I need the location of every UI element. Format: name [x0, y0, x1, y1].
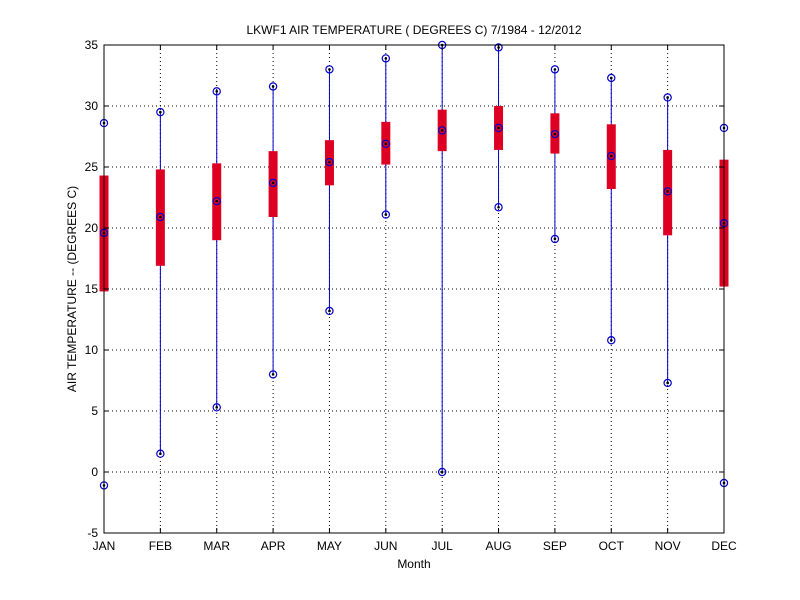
- min-marker-feb: [156, 449, 165, 458]
- max-marker-nov: [663, 93, 672, 102]
- median-marker-dot-nov: [666, 190, 669, 193]
- median-marker-dot-may: [328, 160, 331, 164]
- max-marker-dot-jun: [384, 57, 388, 60]
- x-tick-label-dec: DEC: [711, 539, 737, 553]
- median-marker-dot-apr: [271, 181, 275, 185]
- x-tick-label-jun: JUN: [374, 539, 397, 553]
- y-tick-label: 35: [85, 38, 99, 52]
- median-marker-sep: [550, 129, 560, 139]
- y-tick-label: 25: [85, 160, 99, 174]
- median-marker-aug: [494, 123, 503, 133]
- min-marker-jul: [437, 467, 447, 477]
- min-marker-apr: [268, 370, 278, 379]
- max-marker-dot-apr: [271, 85, 275, 88]
- median-marker-jul: [437, 126, 447, 135]
- max-marker-mar: [212, 87, 221, 96]
- y-tick-label: 20: [85, 221, 99, 235]
- x-tick-label-apr: APR: [261, 539, 286, 553]
- grid-layer: [104, 45, 724, 533]
- max-marker-dot-may: [328, 68, 331, 71]
- x-tick-label-jul: JUL: [432, 539, 454, 553]
- max-marker-feb: [156, 107, 165, 117]
- x-tick-label-oct: OCT: [599, 539, 625, 553]
- x-tick-label-jan: JAN: [93, 539, 116, 553]
- max-marker-sep: [550, 65, 560, 74]
- median-marker-mar: [212, 196, 221, 206]
- y-tick-label: 0: [91, 465, 98, 479]
- median-marker-dot-jun: [384, 142, 388, 146]
- max-marker-aug: [494, 43, 503, 52]
- min-marker-dot-feb: [159, 452, 162, 456]
- y-tick-label: 30: [85, 99, 99, 113]
- max-marker-dot-oct: [609, 76, 613, 80]
- x-tick-label-aug: AUG: [486, 539, 512, 553]
- median-marker-apr: [268, 178, 278, 188]
- max-marker-apr: [268, 82, 278, 91]
- max-marker-dot-mar: [215, 90, 219, 93]
- min-marker-mar: [212, 403, 221, 412]
- y-tick-label: -5: [87, 526, 98, 540]
- min-marker-dot-apr: [271, 373, 275, 376]
- min-marker-dot-nov: [666, 381, 669, 385]
- median-marker-dot-feb: [159, 215, 162, 219]
- min-marker-dot-jul: [440, 470, 444, 474]
- median-marker-dot-aug: [497, 126, 500, 130]
- max-marker-dot-nov: [666, 96, 669, 99]
- min-marker-jun: [381, 210, 391, 219]
- median-marker-dot-oct: [609, 154, 613, 158]
- x-axis-title: Month: [397, 557, 430, 571]
- max-marker-oct: [607, 73, 616, 83]
- min-marker-dot-may: [328, 309, 331, 313]
- x-tick-label-nov: NOV: [655, 539, 681, 553]
- median-marker-nov: [663, 187, 672, 196]
- max-marker-dot-feb: [159, 110, 162, 114]
- y-tick-label: 10: [85, 343, 99, 357]
- median-marker-jun: [381, 139, 391, 149]
- y-axis-title: AIR TEMPERATURE -- (DEGREES C): [65, 186, 79, 392]
- max-marker-dot-sep: [553, 68, 557, 71]
- min-marker-may: [325, 306, 334, 316]
- max-marker-may: [325, 65, 334, 74]
- min-marker-dot-sep: [553, 237, 557, 241]
- median-marker-dot-sep: [553, 132, 557, 136]
- min-marker-dot-jun: [384, 213, 388, 216]
- min-marker-dot-oct: [609, 338, 613, 342]
- chart-title: LKWF1 AIR TEMPERATURE ( DEGREES C) 7/198…: [246, 23, 581, 37]
- median-marker-dot-mar: [215, 199, 219, 203]
- x-tick-label-may: MAY: [317, 539, 342, 553]
- x-tick-label-mar: MAR: [203, 539, 230, 553]
- tick-layer: -5 0 5 10 15 20 25 30 35 JAN FEB MAR APR MAY JUN JUL AUG…: [85, 38, 737, 553]
- min-marker-sep: [550, 234, 560, 244]
- median-marker-may: [325, 157, 334, 167]
- min-marker-dot-mar: [215, 406, 219, 409]
- min-marker-oct: [607, 336, 616, 345]
- max-marker-jun: [381, 54, 391, 63]
- min-marker-nov: [663, 378, 672, 388]
- median-marker-feb: [156, 212, 165, 222]
- x-tick-label-feb: FEB: [149, 539, 172, 553]
- median-marker-oct: [607, 151, 616, 161]
- x-tick-label-sep: SEP: [543, 539, 567, 553]
- series-layer: [99, 40, 729, 490]
- min-marker-dot-aug: [497, 205, 500, 209]
- y-tick-label: 15: [85, 282, 99, 296]
- y-tick-label: 5: [91, 404, 98, 418]
- min-marker-aug: [494, 203, 503, 212]
- median-marker-dot-jul: [440, 129, 444, 132]
